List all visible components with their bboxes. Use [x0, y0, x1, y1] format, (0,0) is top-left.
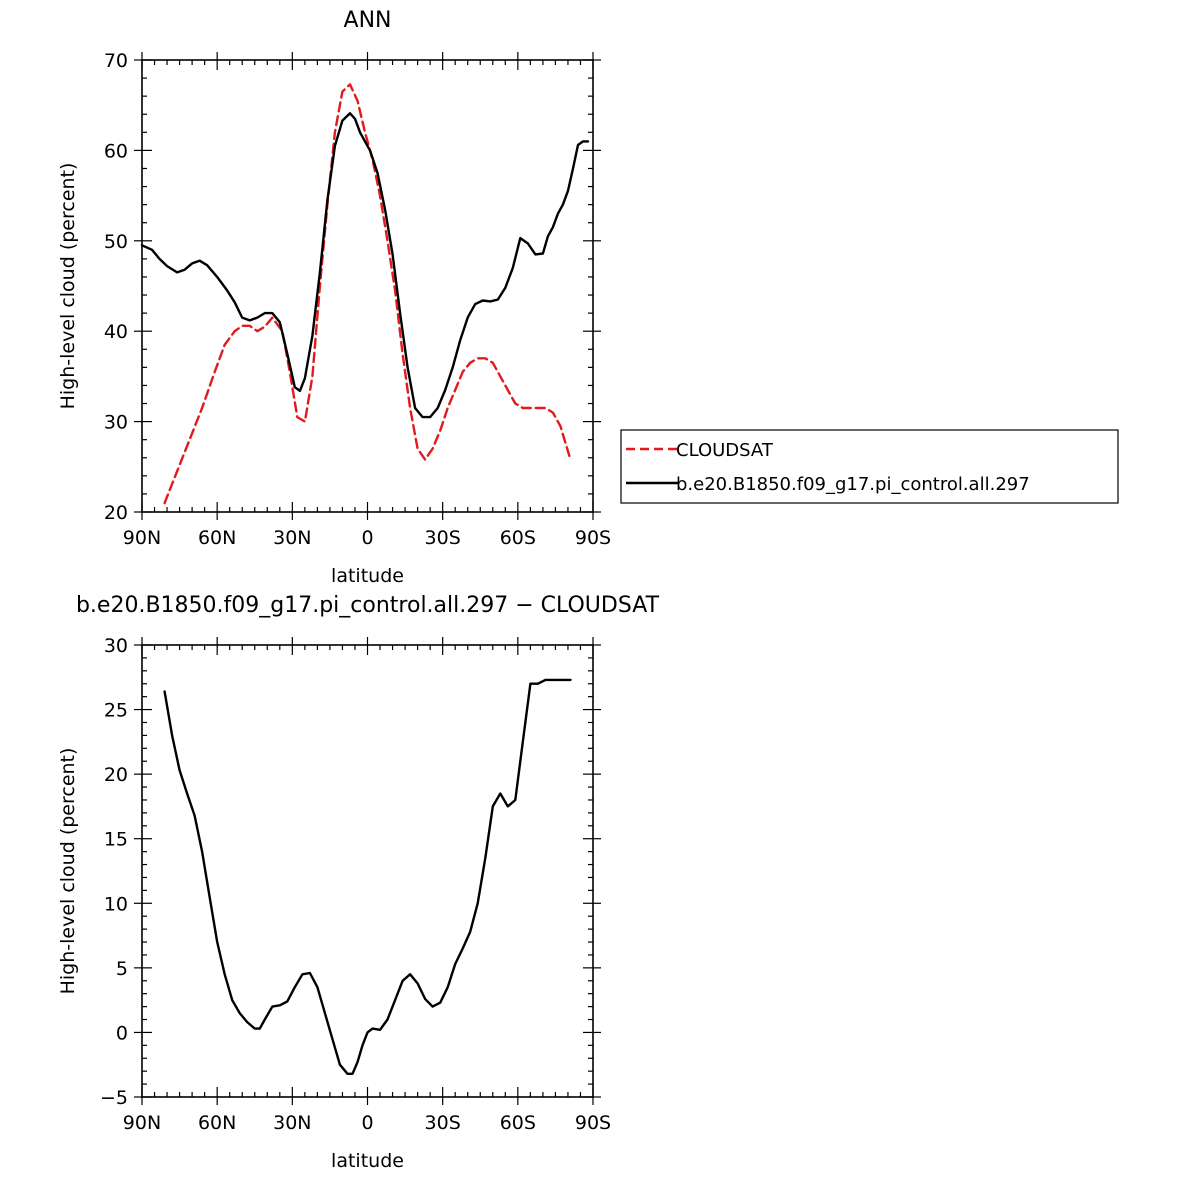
y-axis-title: High-level cloud (percent) — [57, 163, 79, 410]
y-tick-label: 70 — [104, 50, 128, 72]
plot-frame — [141, 59, 594, 513]
chart-title: ANN — [344, 8, 392, 33]
y-tick-label: 10 — [104, 893, 128, 915]
y-tick-label: 25 — [104, 700, 128, 722]
series-line-0 — [163, 83, 572, 505]
y-tick-label: 40 — [104, 321, 128, 343]
series-line-1 — [140, 112, 590, 419]
x-tick-label: 30N — [273, 527, 311, 549]
y-tick-label: 30 — [104, 412, 128, 434]
x-tick-label: 60S — [500, 527, 536, 549]
y-tick-label: 15 — [104, 829, 128, 851]
legend-label-1: b.e20.B1850.f09_g17.pi_control.all.297 — [676, 474, 1030, 495]
y-tick-label: 50 — [104, 231, 128, 253]
chart-1: b.e20.B1850.f09_g17.pi_control.all.297 −… — [57, 593, 660, 1172]
x-tick-label: 30N — [273, 1112, 311, 1134]
y-tick-label: 5 — [116, 958, 128, 980]
y-tick-label: 20 — [104, 764, 128, 786]
x-tick-label: 60N — [198, 1112, 236, 1134]
chart-0: ANN 90N 60N 30N 0 30S 60S 90S 20 30 40 50 60 70 latitu… — [57, 8, 1119, 587]
x-tick-label: 60S — [500, 1112, 536, 1134]
chart-title: b.e20.B1850.f09_g17.pi_control.all.297 −… — [76, 593, 660, 618]
y-tick-label: 30 — [104, 635, 128, 657]
series-line-0 — [163, 678, 572, 1076]
y-axis-title: High-level cloud (percent) — [57, 748, 79, 995]
x-tick-label: 60N — [198, 527, 236, 549]
x-tick-label: 30S — [425, 527, 461, 549]
legend: CLOUDSAT b.e20.B1850.f09_g17.pi_control.a… — [620, 429, 1119, 504]
y-tick-label: 20 — [104, 502, 128, 524]
y-tick-label: 60 — [104, 140, 128, 162]
x-tick-label: 90S — [575, 1112, 611, 1134]
y-tick-label: −5 — [100, 1087, 128, 1109]
plot-frame — [141, 644, 594, 1098]
x-tick-label: 90S — [575, 527, 611, 549]
legend-label-0: CLOUDSAT — [676, 440, 774, 461]
y-tick-label: 0 — [116, 1022, 128, 1044]
x-axis-title: latitude — [331, 565, 404, 587]
x-axis-title: latitude — [331, 1150, 404, 1172]
legend-box — [620, 429, 1119, 504]
x-tick-label: 0 — [361, 527, 373, 549]
x-tick-label: 90N — [123, 1112, 161, 1134]
x-tick-label: 90N — [123, 527, 161, 549]
x-tick-label: 0 — [361, 1112, 373, 1134]
x-tick-label: 30S — [425, 1112, 461, 1134]
